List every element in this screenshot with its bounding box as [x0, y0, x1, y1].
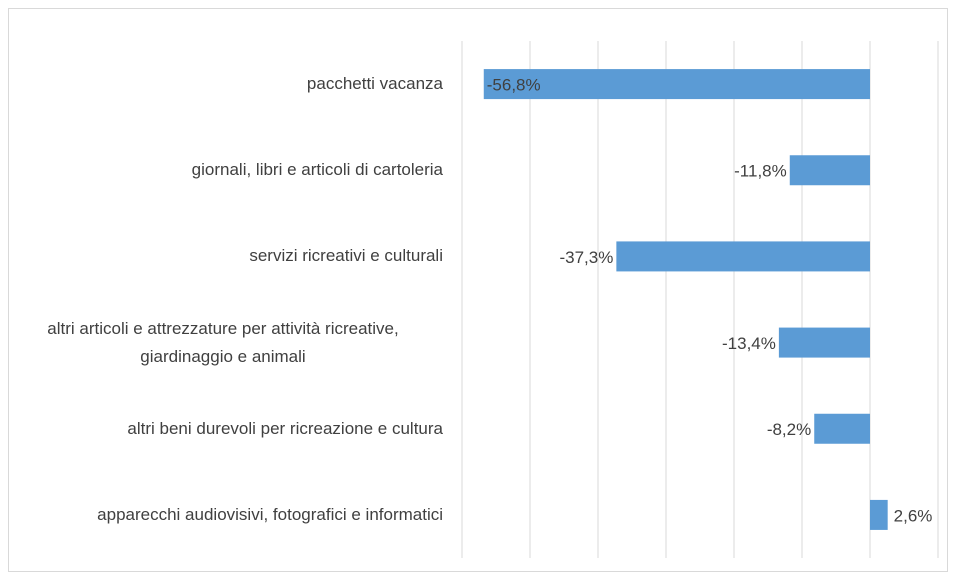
bar [616, 241, 870, 272]
bar [483, 69, 870, 100]
y-tick-label: giornali, libri e articoli di cartoleria [191, 160, 443, 180]
y-tick-label: servizi ricreativi e culturali [249, 246, 443, 266]
category-label-box: giornali, libri e articoli di cartoleria [3, 156, 443, 184]
category-label-box: pacchetti vacanza [3, 70, 443, 98]
data-label: -8,2% [767, 420, 811, 439]
data-label: -11,8% [734, 162, 787, 181]
bar [870, 499, 888, 530]
y-tick-label: altri articoli e attrezzature per attivi… [47, 318, 399, 366]
bar [778, 327, 870, 358]
data-label: -37,3% [559, 248, 613, 267]
data-label: -13,4% [722, 334, 776, 353]
category-label-box: servizi ricreativi e culturali [3, 242, 443, 270]
category-label-box: altri beni durevoli per ricreazione e cu… [3, 415, 443, 443]
data-label: 2,6% [894, 506, 933, 525]
category-label-box: altri articoli e attrezzature per attivi… [3, 315, 443, 371]
bar [814, 413, 870, 444]
category-label-box: apparecchi audiovisivi, fotografici e in… [3, 501, 443, 529]
chart-border [8, 8, 948, 572]
y-tick-label: altri beni durevoli per ricreazione e cu… [127, 418, 443, 438]
y-tick-label: pacchetti vacanza [306, 74, 443, 94]
data-label: -56,8% [487, 76, 541, 95]
y-tick-label: apparecchi audiovisivi, fotografici e in… [97, 504, 443, 524]
bar [789, 155, 870, 186]
